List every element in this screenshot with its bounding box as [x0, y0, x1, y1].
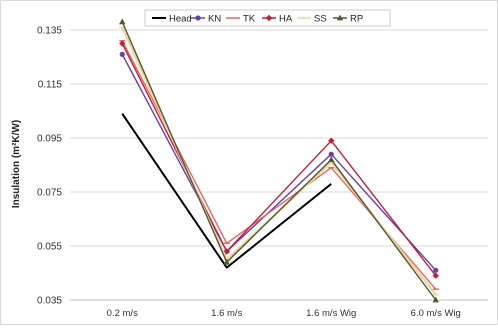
y-tick-label: 0.035 — [37, 296, 62, 307]
legend-label: KN — [208, 14, 221, 25]
legend-entry: Head — [152, 14, 192, 25]
y-axis-label: Insulation (m²K/W) — [11, 120, 22, 208]
data-point — [432, 272, 439, 279]
data-point — [223, 248, 230, 255]
y-tick-label: 0.075 — [37, 188, 62, 199]
legend-entry: HA — [262, 14, 293, 25]
data-point — [265, 14, 273, 22]
data-point — [119, 51, 125, 57]
series-line — [121, 53, 437, 271]
x-tick-label: 0.2 m/s — [107, 308, 138, 319]
legend-entry: RP — [333, 14, 363, 25]
x-tick-label: 6.0 m/s Wig — [411, 308, 461, 319]
y-tick-label: 0.115 — [38, 80, 63, 91]
legend-entry: TK — [226, 14, 256, 25]
legend-label: SS — [314, 14, 327, 25]
data-point — [223, 258, 230, 265]
legend: Head KN TK HA SS RP — [144, 9, 391, 27]
data-point — [328, 137, 335, 144]
series-line — [121, 113, 332, 269]
y-tick-label: 0.055 — [37, 242, 62, 253]
legend-label: TK — [243, 14, 256, 25]
data-point — [336, 14, 344, 21]
legend-entry: SS — [297, 14, 327, 25]
data-point — [119, 40, 126, 47]
y-tick-label: 0.095 — [37, 134, 62, 145]
data-point — [433, 267, 439, 273]
series-head — [121, 113, 332, 269]
x-tick-label: 1.6 m/s Wig — [306, 308, 356, 319]
series-lines — [119, 18, 439, 303]
series-kn — [119, 51, 439, 273]
y-tick-label: 0.135 — [37, 26, 62, 37]
series-rp — [119, 18, 439, 303]
series-ha — [119, 40, 439, 279]
x-tick-label: 1.6 m/s — [211, 308, 242, 319]
data-point — [432, 296, 439, 303]
axes: 0.135 0.115 0.095 0.075 0.055 0.035 0.2 m/s 1.6… — [37, 26, 488, 319]
data-point — [328, 151, 334, 157]
legend-label: HA — [279, 14, 293, 25]
data-point — [119, 18, 126, 25]
series-line — [121, 43, 437, 277]
series-line — [121, 21, 437, 301]
legend-label: Head — [169, 14, 192, 25]
data-point — [195, 15, 201, 21]
legend-label: RP — [350, 14, 363, 25]
data-point — [328, 156, 335, 162]
legend-entry: KN — [191, 14, 221, 25]
